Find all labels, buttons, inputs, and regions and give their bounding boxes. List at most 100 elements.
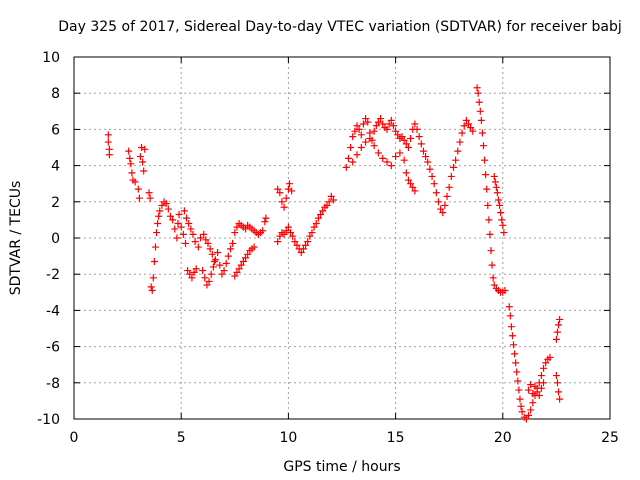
data-point — [527, 406, 535, 414]
data-point — [206, 245, 214, 253]
data-point — [218, 270, 226, 278]
data-point — [452, 156, 460, 164]
data-point — [484, 201, 492, 209]
data-point — [540, 379, 548, 387]
data-point — [126, 154, 134, 162]
data-point — [210, 258, 218, 266]
data-point — [464, 120, 472, 128]
data-point — [432, 189, 440, 197]
data-point — [374, 149, 382, 157]
data-point — [196, 234, 204, 242]
data-point — [327, 192, 335, 200]
data-point — [259, 227, 267, 235]
data-point — [136, 153, 144, 161]
data-point — [140, 167, 148, 175]
data-point — [310, 223, 318, 231]
data-point — [262, 214, 270, 222]
data-point — [469, 127, 477, 135]
x-tick-label: 10 — [279, 430, 297, 446]
data-point — [186, 270, 194, 278]
data-point — [514, 377, 522, 385]
data-points — [104, 84, 564, 423]
data-point — [359, 120, 367, 128]
data-point — [306, 232, 314, 240]
data-point — [156, 207, 164, 215]
data-point — [476, 107, 484, 115]
data-point — [489, 274, 497, 282]
data-point — [276, 189, 284, 197]
data-point — [394, 131, 402, 139]
data-point — [220, 267, 228, 275]
data-point — [508, 332, 516, 340]
data-point — [454, 147, 462, 155]
data-point — [370, 142, 378, 150]
data-point — [293, 241, 301, 249]
data-point — [537, 372, 545, 380]
data-point — [492, 183, 500, 191]
data-point — [282, 227, 290, 235]
data-point — [177, 223, 185, 231]
data-point — [467, 124, 475, 132]
x-tick-label: 15 — [387, 430, 405, 446]
data-point — [552, 372, 560, 380]
data-point — [329, 196, 337, 204]
data-point — [289, 232, 297, 240]
data-point — [180, 207, 188, 215]
data-point — [242, 225, 250, 233]
data-point — [496, 201, 504, 209]
data-point — [181, 239, 189, 247]
data-point — [209, 263, 217, 271]
data-point — [291, 238, 299, 246]
data-point — [377, 115, 385, 123]
data-point — [342, 163, 350, 171]
data-point — [483, 185, 491, 193]
data-point — [222, 259, 230, 267]
data-point — [274, 185, 282, 193]
data-point — [155, 212, 163, 220]
data-point — [486, 230, 494, 238]
data-point — [507, 323, 515, 331]
data-point — [149, 274, 157, 282]
data-point — [443, 192, 451, 200]
data-point — [387, 116, 395, 124]
data-point — [323, 201, 331, 209]
data-point — [474, 89, 482, 97]
data-point — [482, 171, 490, 179]
data-point — [370, 127, 378, 135]
data-point — [477, 116, 485, 124]
data-point — [135, 194, 143, 202]
data-point — [458, 129, 466, 137]
data-point — [276, 232, 284, 240]
data-point — [184, 267, 192, 275]
data-point — [493, 189, 501, 197]
data-point — [138, 144, 146, 151]
data-point — [430, 180, 438, 188]
data-point — [231, 272, 239, 280]
data-point — [127, 160, 135, 168]
data-point — [552, 335, 560, 343]
data-point — [175, 210, 183, 218]
data-point — [372, 122, 380, 130]
data-point — [437, 205, 445, 213]
data-point — [285, 180, 293, 188]
data-point — [235, 265, 243, 273]
data-point — [308, 229, 316, 237]
data-point — [499, 221, 507, 229]
data-point — [183, 214, 191, 222]
data-point — [141, 145, 149, 153]
data-point — [237, 261, 245, 269]
data-point — [312, 220, 320, 228]
data-point — [556, 395, 564, 403]
data-point — [314, 214, 322, 222]
data-point — [525, 386, 533, 394]
data-point — [383, 158, 391, 166]
data-point — [540, 364, 548, 372]
x-tick-label: 0 — [70, 430, 79, 446]
data-point — [201, 274, 209, 282]
data-point — [278, 198, 286, 206]
data-point — [413, 125, 421, 133]
data-point — [174, 220, 182, 228]
data-point — [325, 198, 333, 206]
data-point — [134, 185, 142, 193]
data-point — [556, 315, 564, 323]
